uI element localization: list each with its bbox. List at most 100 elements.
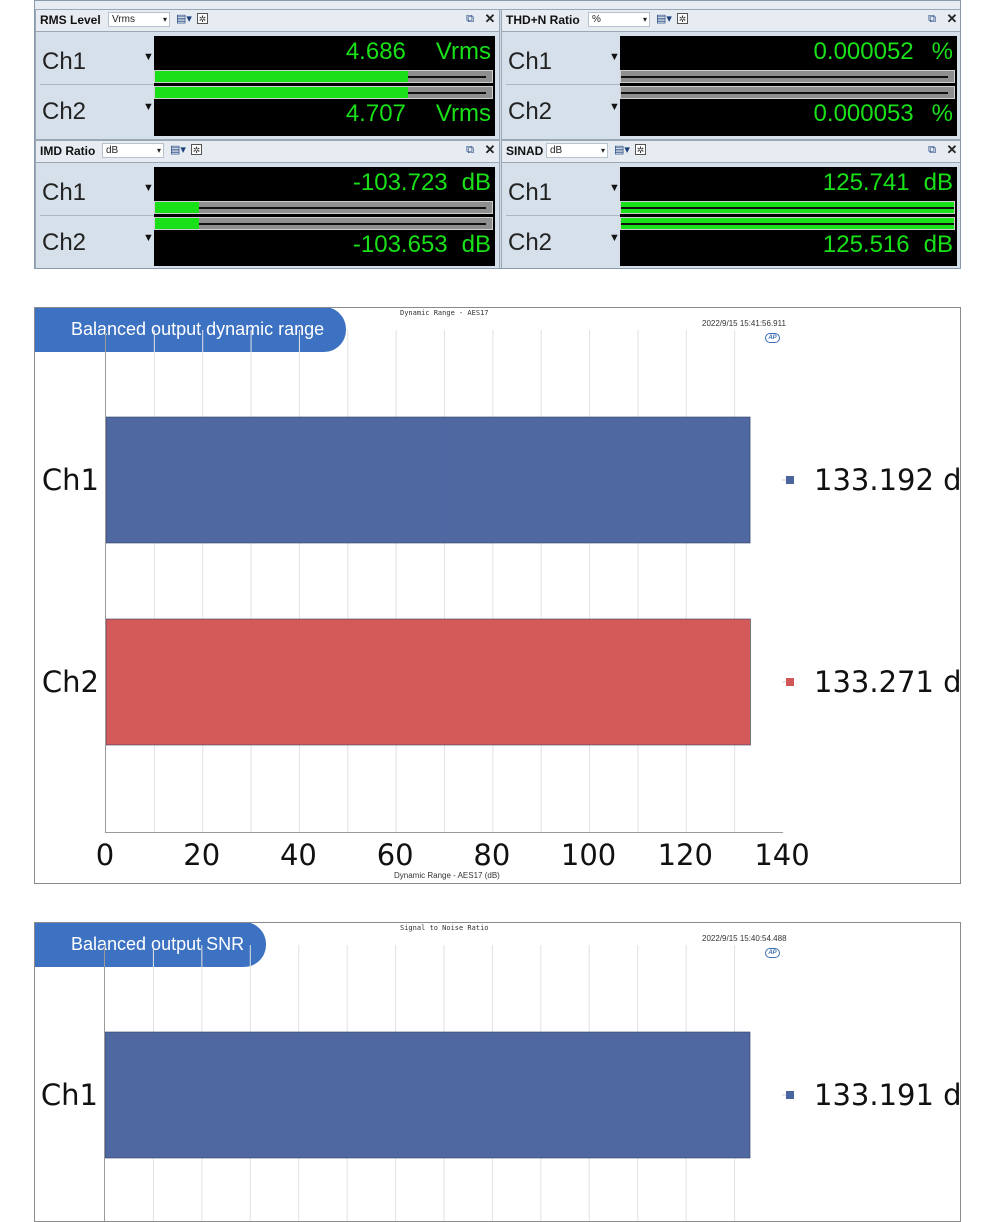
panel-header: IMD Ratio dB ▾ ▤▾ ✲ ⧉ ✕ — [36, 141, 499, 163]
channel-label: Ch1 — [42, 179, 87, 206]
popout-icon[interactable]: ⧉ — [466, 144, 474, 156]
popout-icon[interactable]: ⧉ — [928, 144, 936, 156]
legend-marker — [786, 678, 794, 686]
popout-icon[interactable]: ⧉ — [928, 13, 936, 25]
dropdown-arrow-icon[interactable]: ▼ — [143, 232, 154, 244]
dropdown-arrow-icon[interactable]: ▼ — [609, 182, 620, 194]
meter-display: -103.723 dB -103.653 dB — [154, 167, 495, 266]
channel-selector[interactable]: Ch1 ▼ — [502, 167, 620, 217]
dropdown-arrow-icon[interactable]: ▼ — [609, 101, 620, 113]
panel-title: THD+N Ratio — [506, 13, 580, 27]
unit-select[interactable]: dB ▾ — [102, 143, 164, 158]
dropdown-arrow-icon[interactable]: ▼ — [143, 101, 154, 113]
level-bar-track-line — [407, 76, 486, 78]
dropdown-arrow-icon[interactable]: ▼ — [143, 182, 154, 194]
level-bar — [620, 217, 955, 230]
channel-selector[interactable]: Ch1 ▼ — [502, 36, 620, 86]
level-bar — [154, 217, 493, 230]
meter-value: 4.686 Vrms — [346, 38, 491, 66]
channel-selector[interactable]: Ch2 ▼ — [502, 217, 620, 267]
panel-title: IMD Ratio — [40, 144, 96, 158]
value-unit: % — [931, 38, 953, 65]
unit-select-value: % — [592, 14, 601, 25]
level-bar-track-line — [198, 207, 486, 209]
channel-selector[interactable]: Ch1 ▼ — [36, 167, 154, 217]
bar-ch1 — [106, 416, 751, 544]
chart-title: Signal to Noise Ratio — [400, 924, 489, 932]
gear-icon[interactable]: ✲ — [677, 13, 688, 24]
plot-area — [104, 945, 783, 1221]
x-tick-label: 120 — [658, 838, 713, 872]
data-label: 133.192 dB — [814, 463, 961, 497]
channel-label: Ch2 — [42, 98, 87, 125]
panel-title: RMS Level — [40, 13, 101, 27]
close-icon[interactable]: ✕ — [946, 142, 958, 157]
level-bar-track-line — [621, 223, 954, 225]
meter-display: 4.686 Vrms 4.707 Vrms — [154, 36, 495, 136]
gear-icon[interactable]: ✲ — [191, 144, 202, 155]
panel-header: RMS Level Vrms ▾ ▤▾ ✲ ⧉ ✕ — [36, 10, 499, 32]
close-icon[interactable]: ✕ — [484, 11, 496, 26]
meter-value: 125.741 dB — [823, 169, 953, 197]
unit-select[interactable]: % ▾ — [588, 12, 650, 27]
channel-label: Ch1 — [42, 48, 87, 75]
x-tick-label: 140 — [754, 838, 809, 872]
data-label: 133.191 dB — [814, 1078, 961, 1112]
channel-selector[interactable]: Ch2 ▼ — [36, 217, 154, 267]
meter-panel: IMD Ratio dB ▾ ▤▾ ✲ ⧉ ✕ Ch1 ▼ Ch2 ▼ -103.723 dB -103.… — [35, 140, 500, 268]
x-tick-label: 0 — [96, 838, 114, 872]
x-axis-title: Dynamic Range - AES17 (dB) — [394, 871, 500, 880]
unit-select[interactable]: dB ▾ — [546, 143, 608, 158]
level-bar — [154, 70, 493, 83]
chart-svg — [106, 330, 751, 832]
dropdown-arrow-icon[interactable]: ▼ — [609, 51, 620, 63]
category-label: Ch1 — [41, 1078, 98, 1112]
value-number: 0.000052 — [813, 38, 914, 65]
chevron-down-icon: ▾ — [600, 146, 605, 155]
chart-timestamp: 2022/9/15 15:41:56.911 — [702, 319, 786, 328]
level-bar — [154, 201, 493, 214]
level-bar — [620, 70, 955, 83]
panel-header: THD+N Ratio % ▾ ▤▾ ✲ ⧉ ✕ — [502, 10, 960, 32]
graph-options-icon[interactable]: ▤▾ — [656, 13, 672, 25]
category-label: Ch1 — [42, 463, 99, 497]
meter-panel: RMS Level Vrms ▾ ▤▾ ✲ ⧉ ✕ Ch1 ▼ Ch2 ▼ 4.686 Vrms 4.70… — [35, 9, 500, 140]
level-bar-track-line — [621, 76, 948, 78]
snr-chart-panel: Signal to Noise Ratio 2022/9/15 15:40:54… — [34, 922, 961, 1222]
popout-icon[interactable]: ⧉ — [466, 13, 474, 25]
channel-selector[interactable]: Ch1 ▼ — [36, 36, 154, 86]
gear-icon[interactable]: ✲ — [197, 13, 208, 24]
channel-selector[interactable]: Ch2 ▼ — [36, 86, 154, 136]
channel-label: Ch2 — [508, 98, 553, 125]
meters-panel: RMS Level Vrms ▾ ▤▾ ✲ ⧉ ✕ Ch1 ▼ Ch2 ▼ 4.686 Vrms 4.70… — [34, 0, 961, 269]
gear-icon[interactable]: ✲ — [635, 144, 646, 155]
value-unit: dB — [923, 169, 953, 196]
data-label: 133.271 dB — [814, 665, 961, 699]
level-bar-track-line — [407, 92, 486, 94]
graph-options-icon[interactable]: ▤▾ — [176, 13, 192, 25]
graph-options-icon[interactable]: ▤▾ — [614, 144, 630, 156]
x-tick-label: 40 — [280, 838, 317, 872]
bar-ch2 — [106, 618, 751, 746]
value-unit: Vrms — [435, 38, 491, 65]
unit-select[interactable]: Vrms ▾ — [108, 12, 170, 27]
channel-selector[interactable]: Ch2 ▼ — [502, 86, 620, 136]
dropdown-arrow-icon[interactable]: ▼ — [609, 232, 620, 244]
panel-header: SINAD dB ▾ ▤▾ ✲ ⧉ ✕ — [502, 141, 960, 163]
close-icon[interactable]: ✕ — [484, 142, 496, 157]
meter-value: 0.000053% — [814, 100, 953, 128]
meter-display: 0.000052% 0.000053% — [620, 36, 957, 136]
dynamic-range-chart-panel: Dynamic Range - AES17 2022/9/15 15:41:56… — [34, 307, 961, 884]
chart-title: Dynamic Range - AES17 — [400, 309, 489, 317]
level-bar — [154, 86, 493, 99]
unit-select-value: Vrms — [112, 14, 135, 25]
channel-label: Ch2 — [508, 229, 553, 256]
meter-display: 125.741 dB 125.516 dB — [620, 167, 957, 266]
graph-options-icon[interactable]: ▤▾ — [170, 144, 186, 156]
row-divider — [506, 215, 620, 216]
level-bar-track-line — [198, 223, 486, 225]
close-icon[interactable]: ✕ — [946, 11, 958, 26]
meter-panel: SINAD dB ▾ ▤▾ ✲ ⧉ ✕ Ch1 ▼ Ch2 ▼ 125.741 dB 125.516 dB — [501, 140, 960, 268]
dropdown-arrow-icon[interactable]: ▼ — [143, 51, 154, 63]
meter-value: 4.707 Vrms — [346, 100, 491, 128]
